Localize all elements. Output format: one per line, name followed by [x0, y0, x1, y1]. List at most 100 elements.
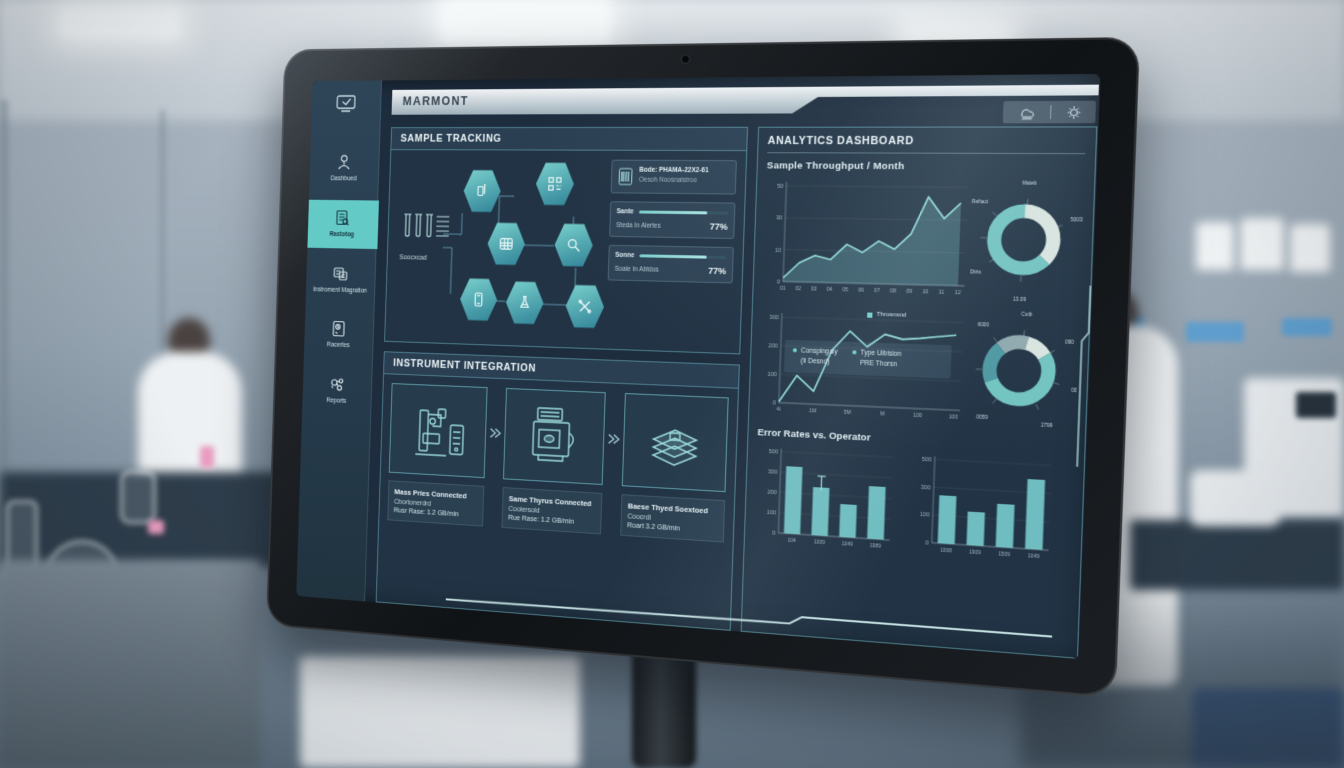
svg-text:09: 09 — [906, 288, 912, 295]
legend-top-label: Throsnsnd — [876, 311, 907, 319]
bench-right — [1130, 520, 1344, 590]
door-frame — [0, 100, 8, 520]
wall-edge — [160, 110, 165, 440]
sample-tracking-title: SAMPLE TRACKING — [391, 127, 748, 152]
svg-text:104: 104 — [788, 537, 797, 543]
progress-sub: Steda In Alertes — [616, 221, 661, 230]
sidebar-item-label: Dashbued — [330, 175, 357, 183]
svg-text:100: 100 — [767, 510, 777, 517]
svg-text:1909: 1909 — [969, 549, 981, 555]
records-icon — [330, 319, 348, 338]
monitor-bezel: Dashbued Rastotog Instroment Magration — [266, 36, 1141, 699]
instrument-status-card: Mass Pries Connected Cbortonerdrd Rusr R… — [387, 480, 485, 527]
sample-tubes-icon — [399, 210, 451, 256]
main-area: MARMONT — [365, 74, 1100, 659]
legend-dot — [852, 350, 857, 355]
sidebar-item-label: Racertes — [326, 341, 350, 350]
barcode-tag-icon — [618, 167, 634, 187]
gear-icon[interactable] — [1064, 103, 1083, 120]
blue-labware — [1186, 322, 1244, 342]
svg-text:100: 100 — [949, 414, 959, 421]
svg-text:1049: 1049 — [842, 541, 854, 547]
flow-arrow-icon — [486, 387, 504, 479]
svg-text:4i: 4i — [776, 406, 780, 413]
progress-card: Sante Steda In Alertes 77% — [609, 201, 736, 239]
progress-card: Sonne Soale In Abtdos 77% — [607, 244, 734, 284]
legend-box: Conspingaly (Ii Desnd) Type Uibision PRE T… — [783, 339, 952, 379]
reagent-bottle — [1290, 224, 1330, 272]
mass-spec-illustration — [388, 383, 488, 479]
spacer — [485, 478, 501, 527]
progress-value: 77% — [709, 221, 728, 232]
error-bar-chart-a: 0 100 200 300 500 104 1009 1049 1989 — [753, 440, 899, 562]
sidebar-item-records[interactable]: Racertes — [302, 310, 375, 360]
legend-dot — [792, 348, 797, 353]
topbar-icon-chip — [1002, 100, 1097, 124]
svg-text:M: M — [880, 411, 885, 418]
progress-name: Sante — [616, 208, 634, 216]
progress-sub: Soale In Abtdos — [614, 265, 659, 274]
app-logo-icon[interactable] — [335, 94, 357, 118]
throughput-chart-title: Sample Throughput / Month — [766, 160, 905, 173]
sample-status-cards: Bode: PHAMA-22X2-61 Oesoh Noosnalstroo S… — [606, 159, 737, 344]
svg-text:10: 10 — [775, 247, 781, 254]
progress-fill — [638, 210, 708, 215]
blue-labware — [1282, 318, 1332, 336]
svg-text:06: 06 — [858, 287, 864, 294]
instrument-status-card: Baese Thyed Soextoed Coocrdl Roart 3.2 G… — [620, 494, 726, 543]
ceiling-light — [60, 8, 180, 38]
webcam-dot — [681, 55, 689, 63]
svg-text:Reftact: Reftact — [972, 199, 989, 205]
spacer — [603, 485, 620, 535]
svg-text:05: 05 — [842, 287, 848, 294]
sidebar-item-label: Reports — [326, 397, 347, 405]
analytics-panel: ANALYTICS DASHBOARD Sample Throughput / … — [740, 126, 1098, 659]
svg-text:04: 04 — [827, 287, 833, 294]
pink-item — [148, 520, 164, 534]
sidebar-item-dashboard[interactable]: Dashbued — [307, 144, 380, 192]
reagent-bottle — [1196, 222, 1234, 270]
batch-id: Bode: PHAMA-22X2-61 — [639, 166, 709, 175]
legend-top: Throsnsnd — [867, 311, 907, 319]
svg-text:Mateb: Mateb — [1022, 180, 1037, 186]
topbar-silver-bar — [392, 85, 1099, 115]
batch-sub: Oesoh Noosnalstroo — [638, 176, 697, 185]
pink-tube-rack — [200, 446, 214, 468]
sidebar-item-tracking[interactable]: Rastotog — [305, 199, 379, 249]
svg-text:07: 07 — [874, 288, 880, 295]
svg-text:30: 30 — [776, 215, 782, 221]
sidebar-item-reports[interactable]: Reports — [300, 365, 373, 416]
cloud-sync-icon[interactable] — [1015, 104, 1037, 120]
svg-text:1M: 1M — [809, 408, 816, 415]
batch-info-card: Bode: PHAMA-22X2-61 Oesoh Noosnalstroo — [610, 159, 737, 195]
svg-text:300: 300 — [768, 469, 778, 476]
svg-text:0: 0 — [772, 530, 775, 537]
progress-track — [638, 210, 729, 215]
svg-text:1049: 1049 — [1028, 553, 1040, 559]
gear-cluster-icon — [328, 375, 346, 395]
svg-text:100: 100 — [920, 512, 930, 519]
user-icon — [335, 153, 353, 172]
svg-text:03: 03 — [811, 286, 817, 293]
svg-text:11: 11 — [939, 289, 945, 296]
svg-text:50: 50 — [777, 184, 783, 190]
sidebar-item-instruments[interactable]: Instroment Magration — [304, 255, 377, 305]
svg-text:12: 12 — [955, 290, 962, 297]
sidebar-item-label: Rastotog — [329, 230, 355, 238]
instrument-icon — [331, 264, 349, 283]
legend-entry: Type Uibision PRE Thorsn — [852, 348, 902, 370]
flow-arrow-icon — [605, 392, 623, 486]
svg-text:0: 0 — [925, 540, 929, 547]
reagent-bottle — [1240, 218, 1284, 270]
sample-tracking-body: Soocxcad — [385, 150, 746, 353]
progress-fill — [639, 254, 707, 259]
svg-text:300: 300 — [921, 484, 931, 491]
svg-text:5M: 5M — [844, 409, 851, 416]
svg-text:090: 090 — [1065, 339, 1075, 345]
svg-text:300: 300 — [769, 315, 779, 322]
svg-text:100: 100 — [913, 412, 922, 419]
monitor: Dashbued Rastotog Instroment Magration — [266, 36, 1141, 699]
svg-text:01: 01 — [780, 285, 786, 292]
svg-text:500: 500 — [769, 449, 779, 456]
